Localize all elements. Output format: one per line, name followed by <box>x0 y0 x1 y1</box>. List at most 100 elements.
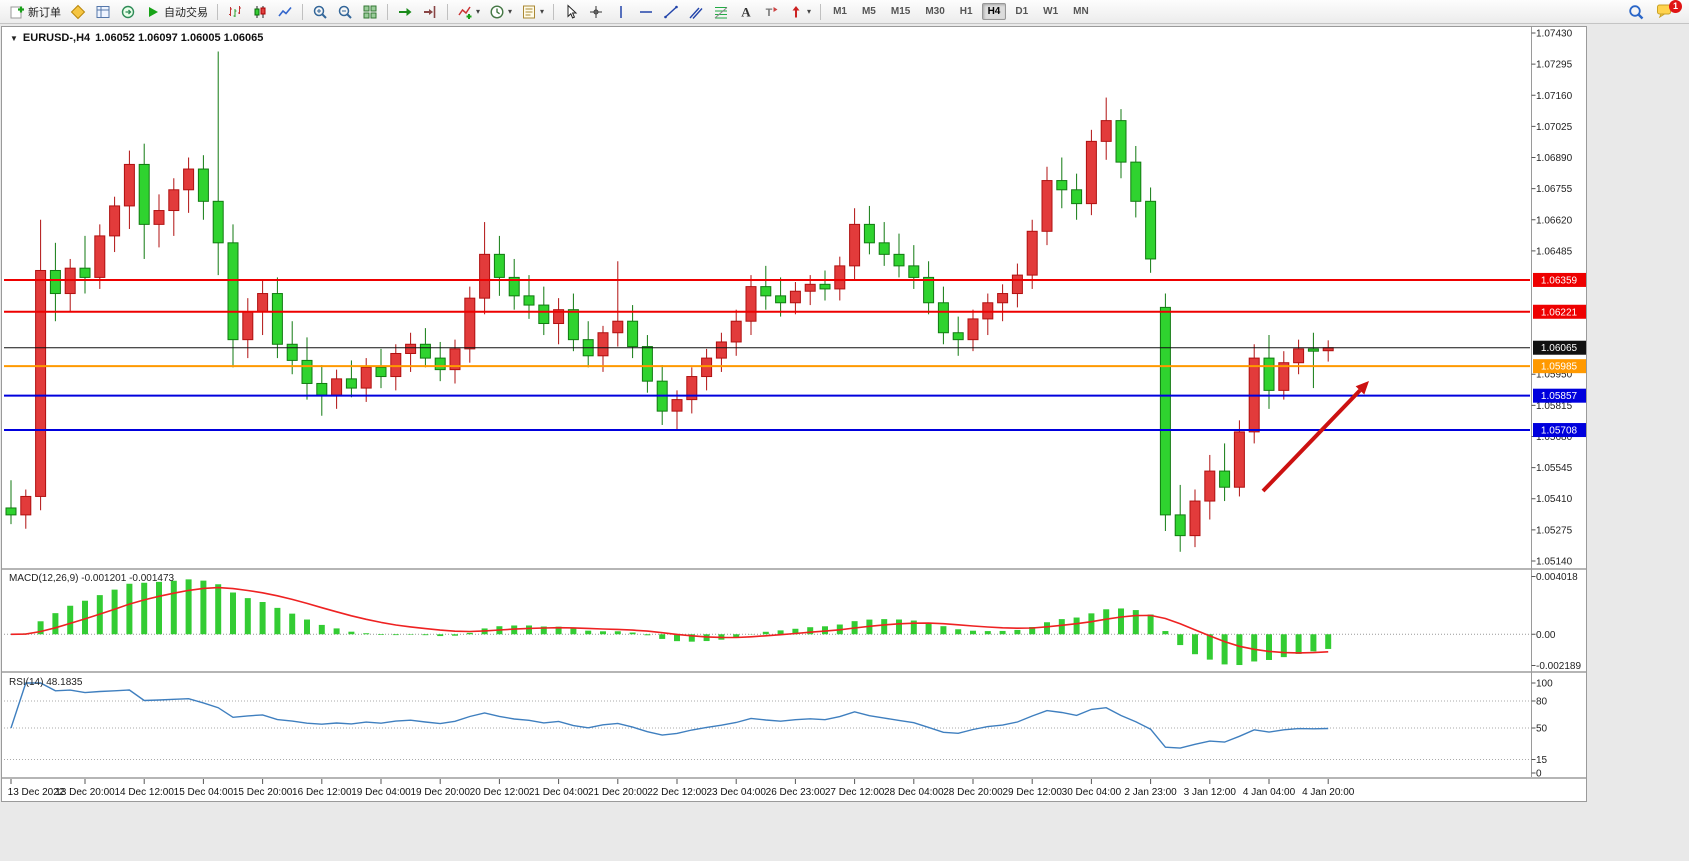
rsi-axis[interactable]: 100 80 50 15 0 <box>1531 679 1554 780</box>
notifications-button[interactable]: 1 <box>1656 0 1682 22</box>
crosshair-icon <box>590 5 603 18</box>
candlestick-chart-button[interactable] <box>248 2 272 22</box>
timeframe-m1-button[interactable]: M1 <box>833 6 847 17</box>
zoom-in-icon <box>313 5 327 19</box>
time-axis-separator[interactable] <box>2 777 1586 779</box>
text-button[interactable]: A <box>734 2 758 22</box>
svg-text:1.05708: 1.05708 <box>1541 426 1578 437</box>
svg-text:27 Dec 12:00: 27 Dec 12:00 <box>825 787 885 798</box>
autotrading-icon <box>149 6 158 17</box>
timeframe-m5-button[interactable]: M5 <box>861 6 876 17</box>
chart-shift-icon <box>424 5 436 18</box>
svg-text:15 Dec 20:00: 15 Dec 20:00 <box>233 787 293 798</box>
tile-windows-icon <box>363 5 377 18</box>
price-axis[interactable]: 1.07430 1.07295 1.07160 1.07025 1.06890 1.067… <box>1531 29 1573 568</box>
trendline-icon <box>664 5 678 18</box>
zoom-in-button[interactable] <box>308 2 332 22</box>
crosshair-button[interactable] <box>584 2 608 22</box>
chart-canvas[interactable]: 1.07430 1.07295 1.07160 1.07025 1.06890 1.067… <box>2 27 1586 801</box>
timeframe-h4-button[interactable]: H4 <box>981 3 1007 20</box>
timeframe-m30-button[interactable]: M30 <box>925 6 945 17</box>
tile-windows-button[interactable] <box>358 2 382 22</box>
timeframe-m15-button[interactable]: M15 <box>890 6 911 17</box>
market-watch-icon <box>96 5 110 18</box>
chat-icon <box>1657 4 1671 18</box>
svg-text:28 Dec 04:00: 28 Dec 04:00 <box>884 787 944 798</box>
auto-scroll-icon <box>399 7 412 16</box>
main-toolbar: 新订单 自动交易 ▾ ▾ ▾ A T ▾ M1 M5 M15 M30 H1 H4 D1 W1 MN 1 <box>0 0 1689 24</box>
autotrading-label: 自动交易 <box>164 6 208 19</box>
svg-text:20 Dec 12:00: 20 Dec 12:00 <box>470 787 530 798</box>
search-icon <box>1629 4 1644 19</box>
svg-text:T: T <box>766 7 773 19</box>
market-watch-button[interactable] <box>91 2 115 22</box>
templates-button[interactable]: ▾ <box>517 2 548 22</box>
hline-icon <box>640 10 653 13</box>
chevron-down-icon[interactable]: ▾ <box>508 6 513 16</box>
svg-text:1.07160: 1.07160 <box>1536 91 1573 102</box>
line-chart-button[interactable] <box>273 2 297 22</box>
chevron-down-icon[interactable]: ▾ <box>540 6 545 16</box>
svg-text:28 Dec 20:00: 28 Dec 20:00 <box>943 787 1003 798</box>
svg-text:1.05275: 1.05275 <box>1536 525 1573 536</box>
trend-arrow[interactable] <box>1261 381 1369 493</box>
horizontal-line-button[interactable] <box>634 2 658 22</box>
text-label-button[interactable]: T <box>759 2 783 22</box>
arrows-icon <box>792 5 800 17</box>
toolbar-separator <box>447 3 448 20</box>
chevron-down-icon[interactable]: ▾ <box>476 6 481 16</box>
new-order-button[interactable]: 新订单 <box>5 2 65 22</box>
svg-text:23 Dec 04:00: 23 Dec 04:00 <box>706 787 766 798</box>
navigator-icon <box>121 5 135 18</box>
chevron-down-icon[interactable]: ▾ <box>807 6 812 16</box>
new-order-icon <box>10 6 24 18</box>
svg-text:2 Jan 23:00: 2 Jan 23:00 <box>1124 787 1177 798</box>
svg-text:1.06359: 1.06359 <box>1541 275 1578 286</box>
price-tag-1.05985: 1.05985 <box>1533 359 1586 374</box>
candlestick-icon <box>254 5 266 18</box>
auto-scroll-button[interactable] <box>393 2 417 22</box>
vertical-line-button[interactable] <box>609 2 633 22</box>
timeframe-h1-button[interactable]: H1 <box>959 6 973 17</box>
toolbar-separator <box>553 3 555 20</box>
macd-axis[interactable]: 0.004018 0.00 -0.002189 <box>1531 572 1582 672</box>
svg-text:29 Dec 12:00: 29 Dec 12:00 <box>1002 787 1062 798</box>
svg-text:26 Dec 23:00: 26 Dec 23:00 <box>766 787 826 798</box>
timeframe-d1-button[interactable]: D1 <box>1015 6 1029 17</box>
cursor-button[interactable] <box>559 2 583 22</box>
zoom-out-button[interactable] <box>333 2 357 22</box>
indicators-button[interactable]: ▾ <box>453 2 484 22</box>
panel-separator[interactable] <box>2 568 1586 570</box>
svg-text:3 Jan 12:00: 3 Jan 12:00 <box>1184 787 1237 798</box>
timeframe-mn-button[interactable]: MN <box>1073 6 1089 17</box>
timeframe-w1-button[interactable]: W1 <box>1043 6 1059 17</box>
svg-text:0.00: 0.00 <box>1536 630 1556 641</box>
navigator-button[interactable] <box>116 2 140 22</box>
periods-icon <box>490 4 504 19</box>
svg-text:50: 50 <box>1536 724 1548 735</box>
svg-text:19 Dec 20:00: 19 Dec 20:00 <box>410 787 470 798</box>
panel-separator[interactable] <box>2 671 1586 673</box>
line-chart-icon <box>278 6 292 16</box>
price-tag-1.05708: 1.05708 <box>1533 423 1586 438</box>
autotrading-button[interactable]: 自动交易 <box>141 2 212 22</box>
arrows-button[interactable]: ▾ <box>784 2 815 22</box>
trendline-button[interactable] <box>659 2 683 22</box>
channel-button[interactable] <box>684 2 708 22</box>
toolbar-right-group: 1 <box>1624 0 1684 22</box>
chart-shift-button[interactable] <box>418 2 442 22</box>
periods-button[interactable]: ▾ <box>485 2 516 22</box>
svg-text:1.06620: 1.06620 <box>1536 215 1573 226</box>
rsi-line <box>10 682 1329 749</box>
price-tag-1.06221: 1.06221 <box>1533 304 1586 319</box>
fibonacci-button[interactable] <box>709 2 733 22</box>
svg-text:1.05815: 1.05815 <box>1536 401 1573 412</box>
metaeditor-button[interactable] <box>66 2 90 22</box>
bar-chart-button[interactable] <box>223 2 247 22</box>
svg-text:16 Dec 12:00: 16 Dec 12:00 <box>292 787 352 798</box>
toolbar-separator <box>820 3 822 20</box>
cursor-icon <box>567 3 578 19</box>
svg-text:0: 0 <box>1536 769 1542 780</box>
search-button[interactable] <box>1624 2 1648 22</box>
